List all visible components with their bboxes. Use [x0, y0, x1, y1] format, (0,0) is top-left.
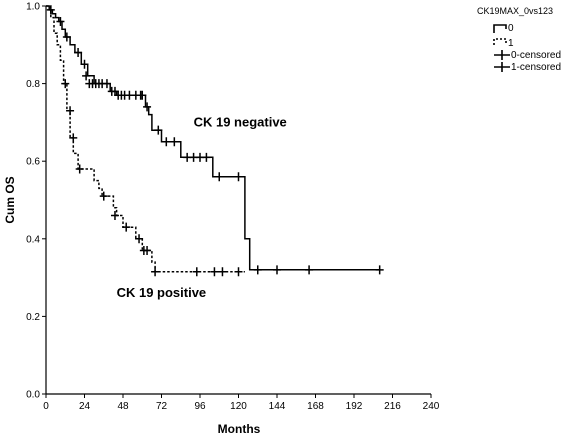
censor-mark-0 [202, 152, 211, 162]
censor-mark-0 [143, 102, 152, 112]
censor-mark-0 [80, 59, 89, 69]
y-tick-label: 1.0 [26, 2, 40, 13]
censor-mark-0 [56, 17, 65, 27]
censor-mark-1 [69, 133, 78, 143]
legend-entry-0: 0 [493, 23, 514, 34]
censor-mark-1 [234, 267, 243, 277]
annotation-ck19-positive: CK 19 positive [117, 285, 207, 300]
legend-entry-2: 0-censored [494, 50, 561, 61]
series-line-1 [46, 5, 245, 273]
censor-mark-1 [151, 267, 160, 277]
x-tick-label: 216 [384, 401, 401, 412]
censor-mark-0 [154, 125, 163, 135]
x-axis-title: Months [218, 422, 261, 436]
censor-mark-1 [122, 222, 131, 232]
censor-mark-0 [375, 265, 384, 275]
x-ticks: 0 24 48 72 96 120 144 168 192 216 240 [43, 394, 440, 412]
x-tick-label: 192 [346, 401, 363, 412]
censor-mark-0 [234, 172, 243, 182]
legend-entry-1: 1 [493, 38, 514, 49]
censor-mark-1 [75, 164, 84, 174]
censor-mark-1 [110, 211, 119, 221]
legend-title: CK19MAX_0vs123 [477, 6, 553, 16]
legend-swatch-dashed [493, 38, 507, 45]
censor-mark-0 [102, 79, 111, 89]
y-ticks: 0.0 0.2 0.4 0.6 0.8 1.0 [26, 2, 46, 401]
censor-mark-0 [273, 265, 281, 275]
x-tick-label: 48 [117, 401, 129, 412]
censor-mark-0 [170, 137, 179, 147]
censor-mark-1 [143, 245, 152, 255]
censor-mark-1 [192, 267, 201, 277]
censor-mark-0 [253, 265, 262, 275]
y-tick-label: 0.8 [26, 79, 40, 90]
x-tick-label: 120 [230, 401, 247, 412]
series-layer [46, 5, 380, 273]
legend-entry-3: 1-censored [494, 62, 561, 73]
censor-mark-0 [46, 5, 55, 15]
legend: CK19MAX_0vs123 0 1 0-censored 1-censored [477, 6, 561, 73]
y-tick-label: 0.6 [26, 157, 40, 168]
x-tick-label: 96 [194, 401, 206, 412]
series-line-0 [46, 5, 380, 271]
x-tick-label: 0 [43, 401, 49, 412]
x-tick-label: 24 [79, 401, 91, 412]
y-tick-label: 0.2 [26, 312, 40, 323]
censor-layer [46, 5, 384, 277]
censor-mark-1 [218, 267, 227, 277]
censor-mark-1 [99, 191, 108, 201]
legend-label: 1 [508, 38, 514, 49]
x-tick-label: 144 [269, 401, 286, 412]
censor-mark-0 [162, 137, 171, 147]
annotation-ck19-negative: CK 19 negative [194, 114, 287, 129]
x-tick-label: 240 [423, 401, 440, 412]
censor-plus-icon [494, 62, 510, 72]
censor-mark-0 [74, 48, 83, 58]
x-tick-label: 168 [307, 401, 324, 412]
legend-label: 1-censored [511, 62, 561, 73]
legend-label: 0 [508, 23, 514, 34]
censor-mark-0 [82, 71, 91, 81]
x-tick-label: 72 [156, 401, 168, 412]
censor-mark-1 [61, 79, 70, 89]
censor-mark-0 [62, 32, 71, 42]
y-tick-label: 0.4 [26, 234, 40, 245]
legend-swatch-solid [493, 24, 507, 33]
censor-plus-icon [494, 50, 510, 60]
y-tick-label: 0.0 [26, 390, 40, 401]
y-axis-title: Cum OS [3, 176, 17, 223]
censor-mark-1 [135, 234, 144, 244]
censor-mark-0 [138, 90, 147, 100]
censor-mark-0 [215, 172, 224, 182]
censor-mark-1 [66, 106, 75, 116]
censor-mark-0 [305, 265, 314, 275]
legend-label: 0-censored [511, 50, 561, 61]
censor-mark-1 [210, 267, 219, 277]
